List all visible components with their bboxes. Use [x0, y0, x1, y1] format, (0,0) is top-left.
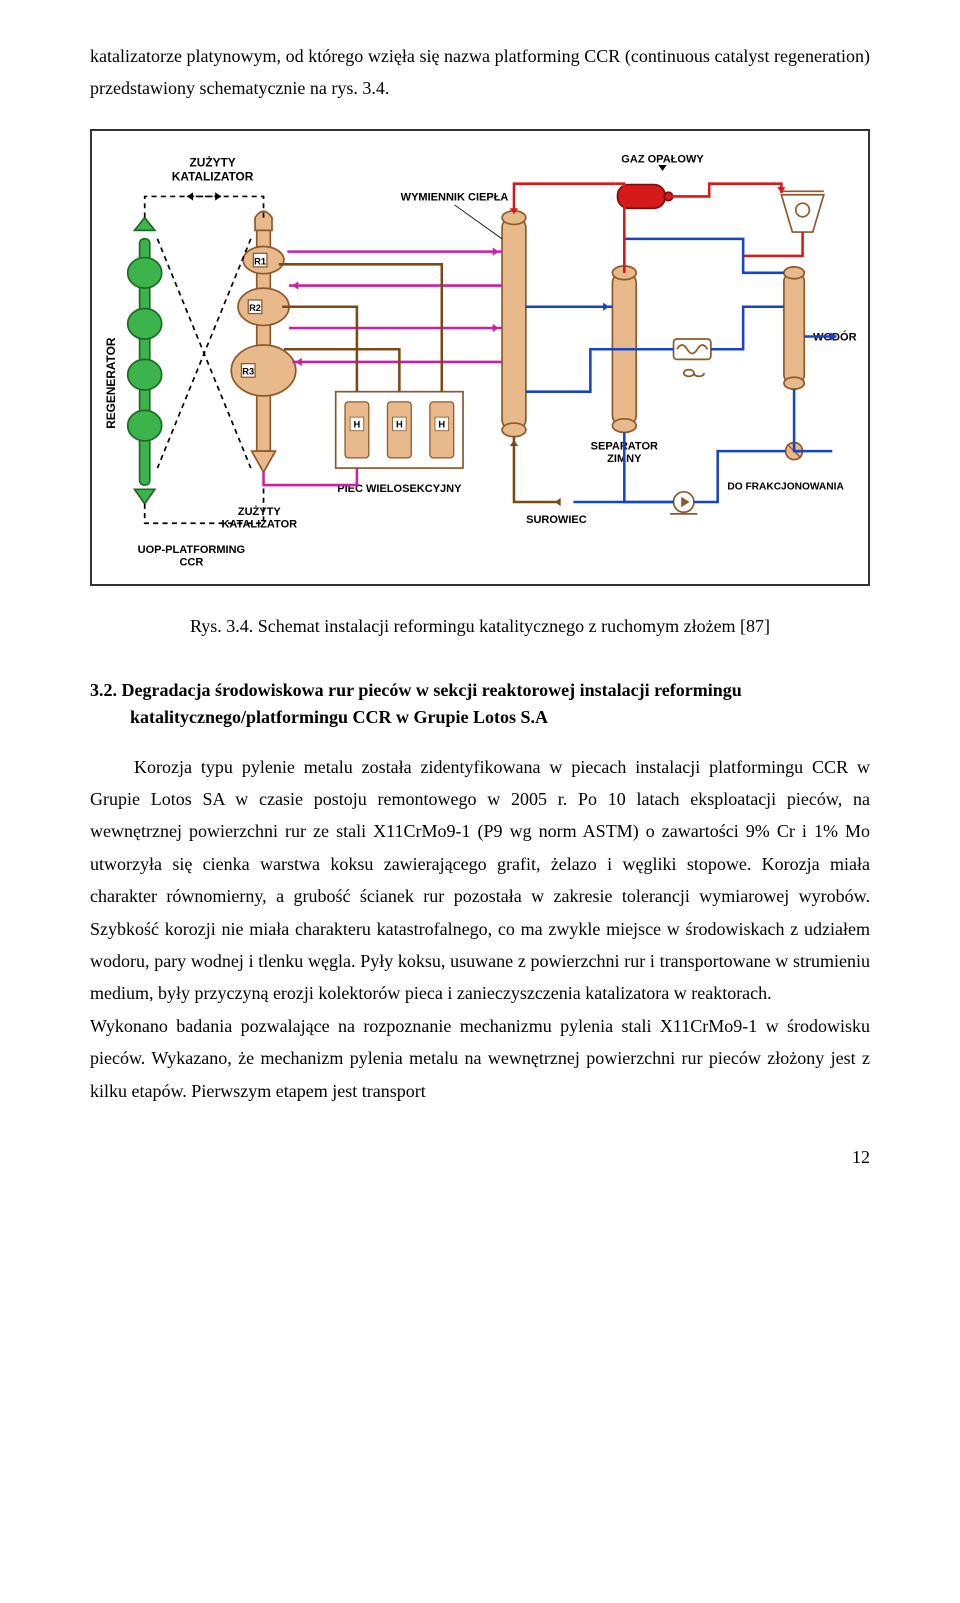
svg-text:ZUŻYTY: ZUŻYTY [238, 505, 281, 518]
svg-text:DO FRAKCJONOWANIA: DO FRAKCJONOWANIA [727, 481, 844, 492]
svg-text:R1: R1 [254, 256, 266, 266]
svg-text:H: H [354, 419, 361, 429]
svg-text:UOP-PLATFORMING: UOP-PLATFORMING [138, 544, 246, 556]
svg-text:SUROWIEC: SUROWIEC [526, 514, 587, 526]
section-heading: 3.2. Degradacja środowiskowa rur pieców … [90, 677, 870, 731]
process-diagram: REGENERATORZUŻYTYKATALIZATORR1R2R3ZUŻYTY… [98, 137, 862, 578]
svg-text:R2: R2 [249, 303, 261, 313]
svg-text:WYMIENNIK CIEPŁA: WYMIENNIK CIEPŁA [401, 191, 509, 203]
svg-text:REGENERATOR: REGENERATOR [104, 337, 118, 429]
body-paragraph-1: Korozja typu pylenie metalu została zide… [90, 751, 870, 1010]
svg-text:R3: R3 [242, 366, 254, 376]
page-number: 12 [90, 1141, 870, 1173]
intro-paragraph: katalizatorze platynowym, od którego wzi… [90, 40, 870, 105]
svg-text:H: H [396, 419, 403, 429]
svg-text:KATALIZATOR: KATALIZATOR [221, 518, 297, 530]
svg-text:CCR: CCR [179, 556, 203, 568]
figure-caption: Rys. 3.4. Schemat instalacji reformingu … [90, 610, 870, 642]
svg-text:ZUŻYTY: ZUŻYTY [190, 154, 236, 169]
svg-text:H: H [438, 419, 445, 429]
process-diagram-container: REGENERATORZUŻYTYKATALIZATORR1R2R3ZUŻYTY… [90, 129, 870, 586]
svg-text:GAZ OPAŁOWY: GAZ OPAŁOWY [621, 153, 704, 165]
body-paragraph-2: Wykonano badania pozwalające na rozpozna… [90, 1010, 870, 1107]
svg-text:KATALIZATOR: KATALIZATOR [172, 169, 254, 183]
